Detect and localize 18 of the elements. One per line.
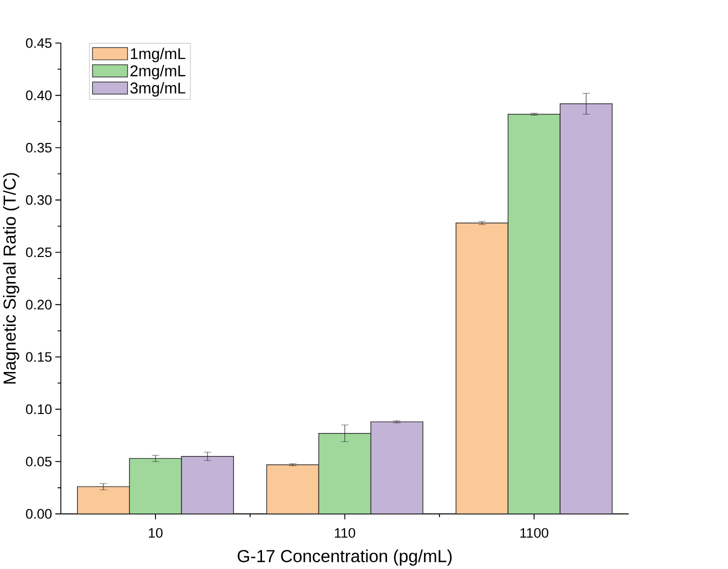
y-tick-label: 0.45 xyxy=(26,38,52,48)
x-axis-title: G-17 Concentration (pg/mL) xyxy=(238,550,452,566)
y-tick-label: 0.25 xyxy=(26,248,52,258)
y-tick-label: 0.05 xyxy=(26,456,52,467)
x-tick-label: 1100 xyxy=(520,528,548,538)
y-tick-label: 0.20 xyxy=(26,300,52,310)
y-tick-label: 0.15 xyxy=(26,352,52,362)
x-tick-label: 10 xyxy=(148,528,163,538)
y-tick-label: 0.35 xyxy=(26,142,52,153)
y-tick-label: 0.30 xyxy=(26,195,52,205)
y-tick-label: 0.40 xyxy=(26,90,52,100)
x-tick-label: 110 xyxy=(334,528,356,538)
y-axis-title: Magnetic Signal Ratio (T/C) xyxy=(3,173,20,384)
legend-label: 1mg/mL xyxy=(130,48,186,62)
y-tick-label: 0.10 xyxy=(26,404,52,414)
legend-label: 3mg/mL xyxy=(130,82,186,97)
legend-label: 2mg/mL xyxy=(130,65,186,80)
y-tick-label: 0.00 xyxy=(26,509,52,519)
